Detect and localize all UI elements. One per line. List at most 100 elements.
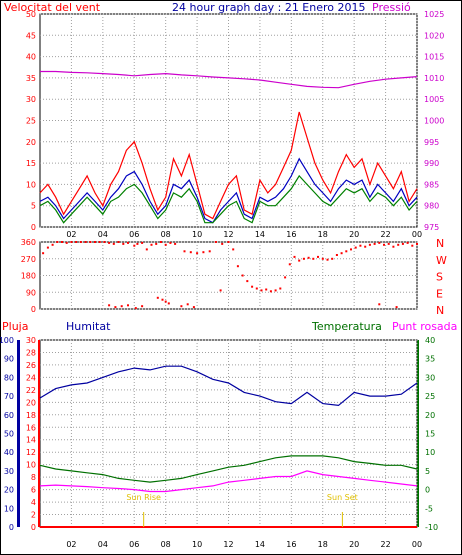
x-tick-label: 08: [161, 540, 171, 549]
direction-point: [169, 241, 172, 244]
direction-point: [378, 303, 381, 306]
pressure-tick-label: 1010: [424, 74, 444, 83]
humidity-scale-tick-label: 4: [31, 498, 36, 507]
direction-point: [127, 241, 129, 244]
direction-point: [61, 241, 63, 243]
direction-point: [79, 241, 82, 243]
direction-tick-label: 270: [21, 255, 36, 264]
direction-point: [331, 257, 334, 260]
direction-point: [293, 255, 296, 258]
direction-point: [274, 289, 277, 292]
temperature-tick-label: 5: [425, 467, 430, 476]
tick-labels: 0202040406060808101012121414161618182020…: [0, 10, 444, 549]
pressure-tick-label: 990: [424, 159, 439, 168]
x-tick-label: 04: [98, 230, 108, 239]
direction-point: [156, 296, 159, 299]
wind-speed-title: Velocitat del vent: [4, 1, 101, 14]
direction-point: [136, 242, 139, 245]
humidity-scale-tick-label: 0: [31, 523, 36, 532]
direction-point: [103, 241, 106, 243]
direction-point: [42, 252, 45, 255]
wind-tick-label: 10: [26, 180, 36, 189]
wind-tick-label: 30: [26, 95, 36, 104]
x-tick-label: 12: [223, 230, 233, 239]
wind-tick-label: 40: [26, 53, 36, 62]
x-tick-label: 02: [66, 230, 76, 239]
humidity-scale-tick-label: 10: [26, 461, 36, 470]
direction-point: [196, 252, 199, 255]
direction-tick-label: 90: [26, 288, 36, 297]
pressure-tick-label: 980: [424, 202, 439, 211]
series-dew: [39, 470, 418, 493]
direction-point: [373, 242, 376, 245]
direction-point: [183, 250, 186, 253]
direction-point: [180, 305, 183, 308]
direction-point: [251, 285, 254, 288]
series-wind: [39, 111, 418, 220]
pressure-tick-label: 995: [424, 138, 439, 147]
temperature-tick-label: 25: [425, 392, 435, 401]
series-wind-avg: [39, 157, 418, 224]
direction-point: [317, 255, 319, 258]
x-tick-label: 06: [129, 230, 139, 239]
humidity-scale-tick-label: 12: [26, 448, 36, 457]
rain-tick-label: 30: [4, 467, 14, 476]
direction-point: [406, 241, 409, 244]
direction-point: [167, 302, 170, 305]
wind-tick-label: 50: [26, 10, 36, 19]
direction-point: [133, 244, 136, 247]
pressure-tick-label: 975: [424, 223, 439, 232]
humidity-scale-tick-label: 28: [26, 348, 36, 357]
humidity-scale-tick-label: 24: [26, 373, 36, 382]
direction-point: [186, 303, 189, 306]
humidity-scale-tick-label: 26: [26, 361, 36, 370]
x-tick-label: 12: [223, 540, 233, 549]
pressure-tick-label: 1025: [424, 10, 444, 19]
x-tick-label: 22: [380, 540, 390, 549]
compass-label: S: [436, 271, 443, 284]
humidity-scale-tick-label: 20: [26, 398, 36, 407]
direction-point: [364, 245, 367, 248]
pressure-tick-label: 1005: [424, 95, 444, 104]
direction-point: [395, 306, 398, 309]
direction-point: [284, 276, 287, 279]
temperature-tick-label: 20: [425, 411, 435, 420]
direction-point: [150, 243, 153, 246]
direction-point: [312, 257, 315, 260]
direction-point: [260, 289, 263, 292]
direction-point: [383, 243, 385, 246]
direction-point: [335, 254, 338, 256]
direction-point: [189, 251, 192, 254]
compass-label: N: [436, 304, 444, 317]
x-tick-label: 16: [286, 540, 296, 549]
x-tick-label: 02: [66, 540, 76, 549]
compass-label: E: [436, 287, 443, 300]
direction-point: [108, 304, 111, 307]
direction-point: [269, 290, 272, 293]
dew-point-title: Punt rosada: [392, 320, 457, 333]
compass-label: W: [436, 254, 447, 267]
rain-tick-label: 50: [4, 430, 14, 439]
x-tick-label: 14: [255, 230, 265, 239]
direction-point: [368, 243, 371, 246]
series-gust: [39, 174, 418, 224]
x-tick-label: 14: [255, 540, 265, 549]
direction-point: [70, 241, 73, 243]
pressure-tick-label: 1020: [424, 31, 444, 40]
direction-point: [214, 241, 217, 243]
direction-point: [411, 244, 414, 247]
direction-point: [307, 256, 310, 259]
direction-point: [122, 242, 125, 245]
temperature-tick-label: 0: [425, 486, 430, 495]
x-tick-label: 08: [161, 230, 171, 239]
wind-tick-label: 0: [31, 223, 36, 232]
rain-tick-label: 0: [9, 523, 14, 532]
direction-point: [288, 263, 291, 266]
series-temperature: [39, 455, 418, 483]
direction-point: [155, 242, 158, 245]
direction-point: [246, 280, 249, 283]
humidity-scale-bar: [38, 340, 40, 527]
direction-point: [145, 248, 148, 251]
direction-point: [279, 287, 282, 290]
